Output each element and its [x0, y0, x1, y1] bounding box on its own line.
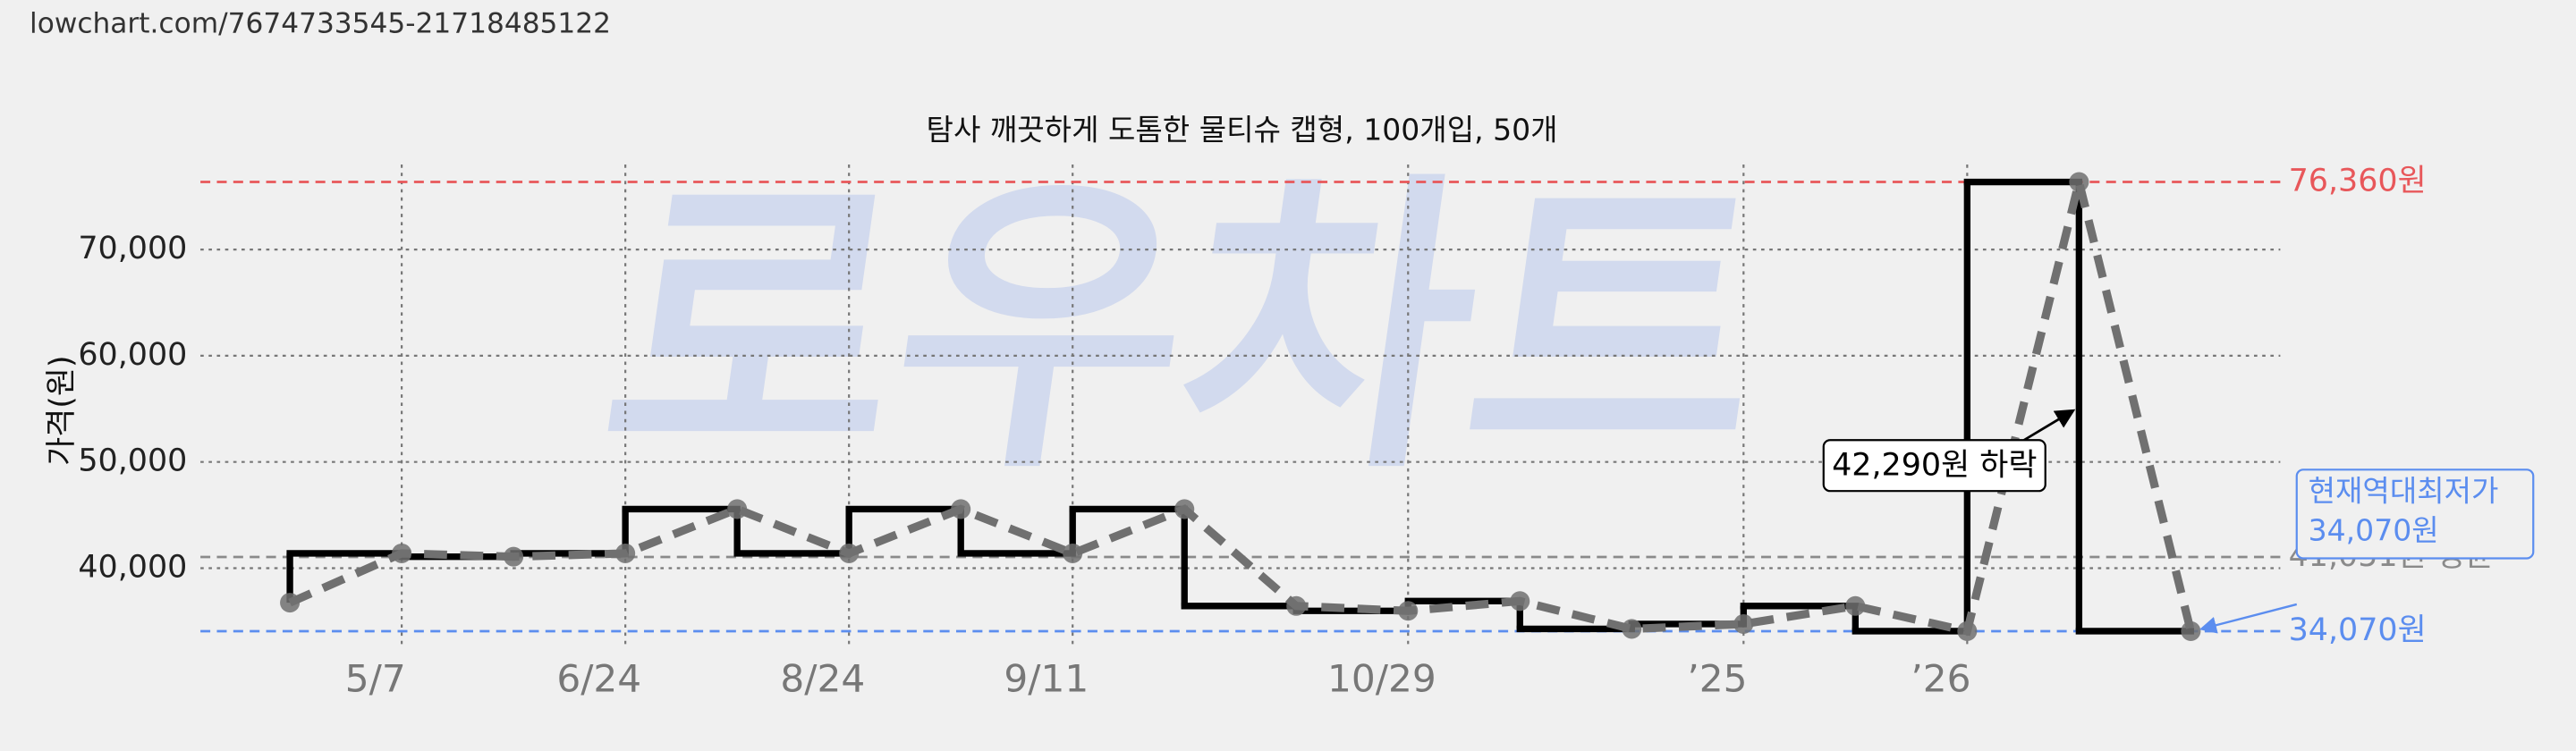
y-tick-label: 60,000 — [78, 337, 187, 373]
annotation-arrow — [2199, 603, 2298, 634]
x-tick-label: 8/24 — [780, 657, 865, 701]
x-tick-label: 5/7 — [345, 657, 406, 701]
price-point — [1174, 499, 1195, 519]
y-tick-label: 50,000 — [78, 443, 187, 479]
price-point — [392, 543, 412, 563]
price-point — [615, 543, 636, 563]
price-line — [288, 181, 2195, 637]
x-tick-label: 9/11 — [1004, 657, 1089, 701]
price-point — [280, 593, 301, 613]
x-tick-label: ’26 — [1911, 657, 1970, 701]
annotation-box — [2295, 468, 2535, 560]
price-point — [2181, 620, 2201, 641]
url: lowchart.com/7674733545-21718485122 — [30, 8, 611, 40]
annotation-text: 현재역대최저가 — [2309, 474, 2499, 509]
x-tick-label: 6/24 — [556, 657, 641, 701]
y-axis-label: 가격(원) — [44, 355, 80, 465]
price-point — [1622, 619, 1642, 639]
annotation-text: 42,290원 하락 — [1832, 448, 2037, 484]
annotation-arrow — [2023, 409, 2076, 442]
price-point — [1510, 591, 1530, 612]
annotation-box — [1822, 439, 2046, 493]
x-tick-label: ’25 — [1687, 657, 1747, 701]
price-point — [1733, 613, 1754, 635]
price-point — [727, 499, 748, 519]
price-point — [504, 546, 524, 567]
price-point — [1063, 543, 1083, 563]
price-point — [1398, 601, 1419, 621]
chart-title: 탐사 깨끗하게 도톰한 물티슈 캡형, 100개입, 50개 — [927, 112, 1558, 147]
price-point — [951, 499, 971, 519]
price-point — [2069, 172, 2089, 192]
y-tick-label: 40,000 — [78, 549, 187, 585]
plot: 40,000 50,000 60,000 70,000 5/7 6/24 8/24 9/11 1… — [78, 164, 2535, 701]
x-tick-label: 10/29 — [1327, 657, 1436, 701]
price-point — [839, 543, 860, 563]
reference-label: 34,070원 — [2289, 612, 2427, 648]
reference-label: 76,360원 — [2289, 164, 2427, 199]
price-point — [1845, 595, 1866, 616]
price-point — [1957, 620, 1978, 641]
price-point — [1286, 595, 1307, 616]
y-tick-label: 70,000 — [78, 231, 187, 266]
watermark: 로우차트 — [586, 147, 1785, 511]
annotation-text: 34,070원 — [2309, 513, 2439, 548]
